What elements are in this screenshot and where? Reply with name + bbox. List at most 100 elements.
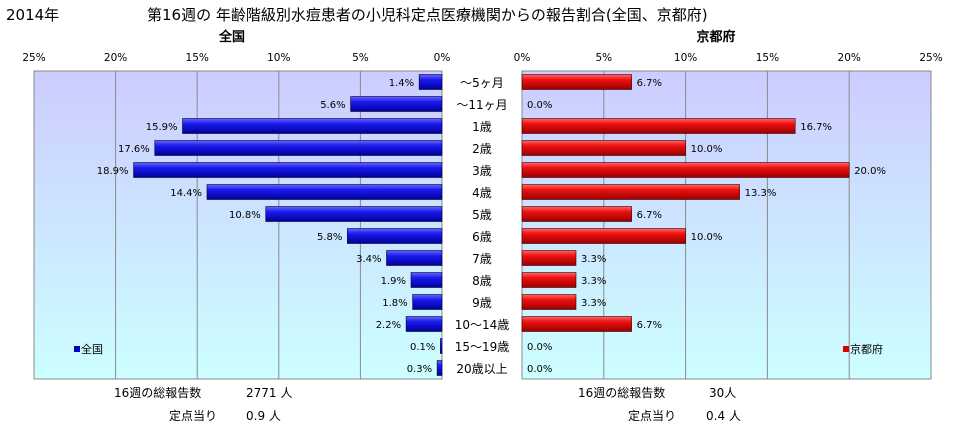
data-label-national: 3.4% <box>356 254 381 265</box>
bar-kyoto <box>521 74 632 90</box>
x-tick-label: 5% <box>595 52 612 64</box>
per-site-value-national: 0.9 人 <box>246 409 281 423</box>
x-tick-label: 20% <box>104 52 127 64</box>
legend-swatch-kyoto <box>843 346 849 352</box>
data-label-kyoto: 3.3% <box>581 254 606 265</box>
x-tick-label: 15% <box>756 52 779 64</box>
data-label-kyoto: 10.0% <box>691 144 723 155</box>
bar-national <box>133 162 443 178</box>
data-label-kyoto: 6.7% <box>637 320 662 331</box>
category-label: ～5ヶ月 <box>460 76 504 90</box>
chart-title: 第16週の 年齢階級別水痘患者の小児科定点医療機関からの報告割合(全国、京都府) <box>147 6 708 24</box>
bar-kyoto <box>521 272 577 288</box>
legend-label-national: 全国 <box>81 342 103 356</box>
data-label-kyoto: 6.7% <box>637 210 662 221</box>
x-tick-label: 10% <box>267 52 290 64</box>
data-label-national: 0.3% <box>407 364 432 375</box>
bar-national <box>405 316 443 332</box>
year-label: 2014年 <box>6 6 59 24</box>
category-label: 8歳 <box>472 274 492 288</box>
data-label-national: 2.2% <box>376 320 401 331</box>
data-label-kyoto: 0.0% <box>527 364 552 375</box>
category-label: 7歳 <box>472 252 492 266</box>
category-label: 1歳 <box>472 120 492 134</box>
legend-label-kyoto: 京都府 <box>850 342 883 356</box>
category-label: 9歳 <box>472 296 492 310</box>
bar-kyoto <box>521 228 686 244</box>
data-labels-kyoto: 6.7% 0.0% 16.7% 10.0% 20.0% 13.3% 6.7% 10.0% 3.3… <box>527 78 886 375</box>
data-label-national: 15.9% <box>146 122 178 133</box>
bar-national <box>154 140 443 156</box>
bar-kyoto <box>521 250 577 266</box>
x-tick-label: 20% <box>838 52 861 64</box>
x-tick-label: 0% <box>514 52 531 64</box>
bar-national <box>410 272 443 288</box>
bar-national <box>418 74 443 90</box>
plot-area-kyoto <box>521 70 932 380</box>
data-label-national: 1.4% <box>389 78 414 89</box>
x-tick-label: 10% <box>674 52 697 64</box>
category-label: ～11ヶ月 <box>456 98 507 112</box>
data-label-national: 14.4% <box>170 188 202 199</box>
total-reports-label-kyoto: 16週の総報告数 <box>578 385 665 400</box>
data-label-kyoto: 13.3% <box>745 188 777 199</box>
plot-area-national <box>33 70 443 380</box>
data-label-kyoto: 0.0% <box>527 100 552 111</box>
per-site-label-kyoto: 定点当り <box>628 408 676 423</box>
bars-kyoto <box>521 74 850 332</box>
x-tick-label: 15% <box>186 52 209 64</box>
bar-national <box>347 228 443 244</box>
bars-national <box>133 74 443 376</box>
bar-national <box>412 294 443 310</box>
bar-national <box>182 118 443 134</box>
bar-kyoto <box>521 316 632 332</box>
category-label: 15～19歳 <box>455 340 510 354</box>
category-label: 10～14歳 <box>455 318 510 332</box>
per-site-label-national: 定点当り <box>169 408 217 423</box>
category-label: 4歳 <box>472 186 492 200</box>
data-label-national: 10.8% <box>229 210 261 221</box>
data-label-kyoto: 6.7% <box>637 78 662 89</box>
data-labels-national: 1.4% 5.6% 15.9% 17.6% 18.9% 14.4% 10.8% 5.8% 3.4… <box>97 78 436 375</box>
data-label-national: 0.1% <box>410 342 435 353</box>
data-label-national: 1.8% <box>382 298 407 309</box>
x-tick-label: 5% <box>352 52 369 64</box>
data-label-national: 5.6% <box>320 100 345 111</box>
legend-kyoto: 京都府 <box>843 342 883 356</box>
data-label-kyoto: 20.0% <box>854 166 886 177</box>
bar-national <box>265 206 443 222</box>
bar-kyoto <box>521 118 796 134</box>
category-label: 20歳以上 <box>456 362 507 376</box>
category-label: 2歳 <box>472 142 492 156</box>
per-site-value-kyoto: 0.4 人 <box>706 409 741 423</box>
x-tick-label: 25% <box>919 52 942 64</box>
data-label-national: 1.9% <box>381 276 406 287</box>
bar-national <box>350 96 443 112</box>
data-label-kyoto: 10.0% <box>691 232 723 243</box>
data-label-kyoto: 3.3% <box>581 276 606 287</box>
data-label-national: 18.9% <box>97 166 129 177</box>
total-reports-value-national: 2771 人 <box>246 386 292 400</box>
legend-national: 全国 <box>74 342 103 356</box>
data-label-national: 5.8% <box>317 232 342 243</box>
data-label-kyoto: 3.3% <box>581 298 606 309</box>
data-label-national: 17.6% <box>118 144 150 155</box>
total-reports-value-kyoto: 30人 <box>709 386 736 400</box>
x-axis-ticks-kyoto: 0% 5% 10% 15% 20% 25% <box>514 52 943 64</box>
bar-national <box>206 184 443 200</box>
bar-kyoto <box>521 206 632 222</box>
category-label: 3歳 <box>472 164 492 178</box>
legend-swatch-national <box>74 346 80 352</box>
x-tick-label: 25% <box>22 52 45 64</box>
total-reports-label-national: 16週の総報告数 <box>114 385 201 400</box>
bar-national <box>440 338 443 354</box>
bar-national <box>386 250 443 266</box>
panel-title-kyoto: 京都府 <box>696 29 735 45</box>
x-tick-label: 0% <box>434 52 451 64</box>
category-label: 6歳 <box>472 230 492 244</box>
panel-title-national: 全国 <box>218 29 245 45</box>
data-label-kyoto: 16.7% <box>800 122 832 133</box>
data-label-kyoto: 0.0% <box>527 342 552 353</box>
category-label: 5歳 <box>472 208 492 222</box>
